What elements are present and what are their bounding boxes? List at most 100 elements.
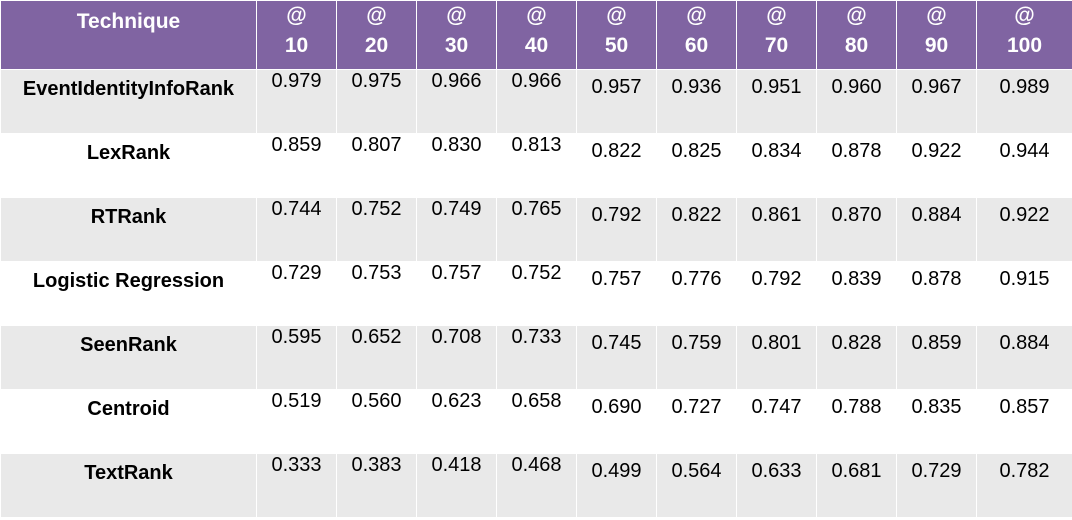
score-cell: 0.690 xyxy=(576,389,657,454)
column-header-20: @20 xyxy=(336,0,417,70)
score-cell: 0.825 xyxy=(656,133,737,198)
column-header-40: @40 xyxy=(496,0,577,70)
technique-name-cell: Centroid xyxy=(0,389,257,454)
technique-name-cell: EventIdentityInfoRank xyxy=(0,69,257,134)
column-header-50: @50 xyxy=(576,0,657,70)
score-cell: 0.834 xyxy=(736,133,817,198)
score-cell: 0.729 xyxy=(256,261,337,326)
column-header-70: @70 xyxy=(736,0,817,70)
table-row: Logistic Regression 0.729 0.753 0.757 0.752 0… xyxy=(0,261,1072,326)
score-cell: 0.951 xyxy=(736,69,817,134)
score-cell: 0.333 xyxy=(256,453,337,518)
score-cell: 0.729 xyxy=(896,453,977,518)
score-cell: 0.681 xyxy=(816,453,897,518)
column-header-cutoff: 60 xyxy=(684,34,709,57)
score-cell: 0.870 xyxy=(816,197,897,262)
score-cell: 0.564 xyxy=(656,453,737,518)
score-cell: 0.967 xyxy=(896,69,977,134)
score-cell: 0.782 xyxy=(976,453,1072,518)
score-cell: 0.822 xyxy=(576,133,657,198)
column-header-technique: Technique xyxy=(0,0,257,70)
score-cell: 0.747 xyxy=(736,389,817,454)
table-row: Centroid 0.519 0.560 0.623 0.658 0.690 0.727 0.… xyxy=(0,389,1072,454)
score-cell: 0.957 xyxy=(576,69,657,134)
technique-name-cell: Logistic Regression xyxy=(0,261,257,326)
score-cell: 0.979 xyxy=(256,69,337,134)
score-cell: 0.857 xyxy=(976,389,1072,454)
score-cell: 0.813 xyxy=(496,133,577,198)
score-cell: 0.884 xyxy=(896,197,977,262)
score-cell: 0.519 xyxy=(256,389,337,454)
header-row: Technique @10 @20 @30 @40 @50 @60 @70 @80 @90 @100 xyxy=(0,0,1072,70)
column-header-at-symbol: @ xyxy=(606,4,627,27)
column-header-at-symbol: @ xyxy=(286,4,307,27)
table-row: SeenRank 0.595 0.652 0.708 0.733 0.745 0.759 0.… xyxy=(0,325,1072,390)
score-cell: 0.757 xyxy=(576,261,657,326)
score-cell: 0.792 xyxy=(736,261,817,326)
column-header-cutoff: 100 xyxy=(1006,34,1043,57)
score-cell: 0.418 xyxy=(416,453,497,518)
column-header-cutoff: 30 xyxy=(444,34,469,57)
column-header-at-symbol: @ xyxy=(926,4,947,27)
score-cell: 0.878 xyxy=(816,133,897,198)
technique-name-cell: TextRank xyxy=(0,453,257,518)
column-header-60: @60 xyxy=(656,0,737,70)
column-header-at-symbol: @ xyxy=(366,4,387,27)
column-header-at-symbol: @ xyxy=(686,4,707,27)
score-cell: 0.975 xyxy=(336,69,417,134)
score-cell: 0.801 xyxy=(736,325,817,390)
score-cell: 0.753 xyxy=(336,261,417,326)
technique-name-cell: LexRank xyxy=(0,133,257,198)
score-cell: 0.752 xyxy=(496,261,577,326)
score-cell: 0.835 xyxy=(896,389,977,454)
score-cell: 0.792 xyxy=(576,197,657,262)
score-cell: 0.839 xyxy=(816,261,897,326)
column-header-cutoff: 90 xyxy=(924,34,949,57)
column-header-at-symbol: @ xyxy=(446,4,467,27)
technique-name-cell: RTRank xyxy=(0,197,257,262)
score-cell: 0.878 xyxy=(896,261,977,326)
score-cell: 0.922 xyxy=(896,133,977,198)
score-cell: 0.822 xyxy=(656,197,737,262)
table-body: EventIdentityInfoRank 0.979 0.975 0.966 0.96… xyxy=(0,69,1072,518)
score-cell: 0.936 xyxy=(656,69,737,134)
column-header-90: @90 xyxy=(896,0,977,70)
score-cell: 0.468 xyxy=(496,453,577,518)
column-header-10: @10 xyxy=(256,0,337,70)
score-cell: 0.859 xyxy=(896,325,977,390)
column-header-100: @100 xyxy=(976,0,1072,70)
score-cell: 0.733 xyxy=(496,325,577,390)
score-cell: 0.776 xyxy=(656,261,737,326)
column-header-80: @80 xyxy=(816,0,897,70)
score-cell: 0.859 xyxy=(256,133,337,198)
score-cell: 0.989 xyxy=(976,69,1072,134)
score-cell: 0.915 xyxy=(976,261,1072,326)
column-header-cutoff: 50 xyxy=(604,34,629,57)
column-header-cutoff: 70 xyxy=(764,34,789,57)
column-header-label: Technique xyxy=(76,10,181,33)
score-cell: 0.744 xyxy=(256,197,337,262)
score-cell: 0.383 xyxy=(336,453,417,518)
score-cell: 0.828 xyxy=(816,325,897,390)
column-header-at-symbol: @ xyxy=(526,4,547,27)
score-cell: 0.633 xyxy=(736,453,817,518)
score-cell: 0.944 xyxy=(976,133,1072,198)
score-cell: 0.595 xyxy=(256,325,337,390)
score-cell: 0.757 xyxy=(416,261,497,326)
score-cell: 0.658 xyxy=(496,389,577,454)
score-cell: 0.830 xyxy=(416,133,497,198)
score-cell: 0.623 xyxy=(416,389,497,454)
column-header-at-symbol: @ xyxy=(846,4,867,27)
score-cell: 0.966 xyxy=(496,69,577,134)
score-cell: 0.788 xyxy=(816,389,897,454)
score-cell: 0.765 xyxy=(496,197,577,262)
table-row: RTRank 0.744 0.752 0.749 0.765 0.792 0.822 0.86… xyxy=(0,197,1072,262)
column-header-cutoff: 10 xyxy=(284,34,309,57)
column-header-cutoff: 40 xyxy=(524,34,549,57)
column-header-30: @30 xyxy=(416,0,497,70)
score-cell: 0.652 xyxy=(336,325,417,390)
score-cell: 0.759 xyxy=(656,325,737,390)
table-row: LexRank 0.859 0.807 0.830 0.813 0.822 0.825 0.8… xyxy=(0,133,1072,198)
score-cell: 0.749 xyxy=(416,197,497,262)
